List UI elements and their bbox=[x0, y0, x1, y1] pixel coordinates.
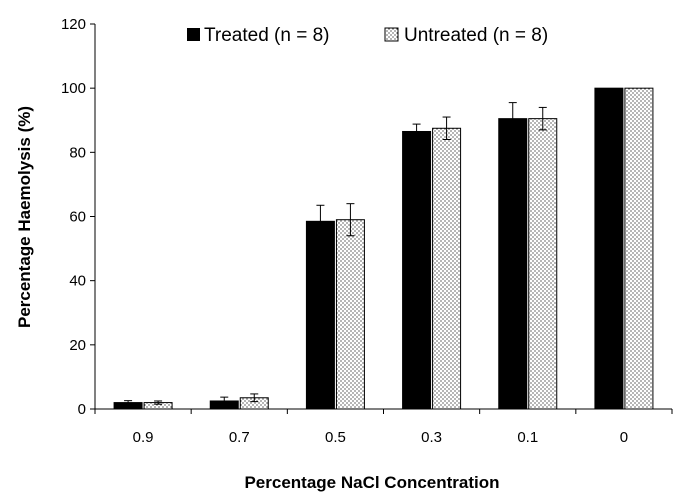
x-axis-title: Percentage NaCl Concentration bbox=[244, 473, 499, 492]
legend-label-untreated: Untreated (n = 8) bbox=[404, 25, 548, 46]
y-tick-label: 80 bbox=[69, 144, 86, 161]
bar-treated bbox=[305, 220, 335, 410]
legend-label-treated: Treated (n = 8) bbox=[204, 25, 330, 46]
legend: Treated (n = 8) Untreated (n = 8) bbox=[187, 25, 548, 46]
y-tick-label: 60 bbox=[69, 209, 86, 226]
y-axis-title: Percentage Haemolysis (%) bbox=[15, 106, 34, 328]
legend-swatch-untreated bbox=[384, 27, 399, 42]
x-tick-label: 0.9 bbox=[133, 429, 154, 446]
y-tick-label: 40 bbox=[69, 273, 86, 290]
y-tick-label: 20 bbox=[69, 337, 86, 354]
legend-swatch-treated bbox=[187, 28, 200, 41]
x-tick-label: 0.1 bbox=[517, 429, 538, 446]
plot-area: 0 20 40 60 80 100 120 0.9 0.7 0.5 0.3 0.1 0 bbox=[61, 16, 673, 446]
x-tick-label: 0.5 bbox=[325, 429, 346, 446]
bar-untreated bbox=[528, 118, 558, 410]
x-tick-label: 0.7 bbox=[229, 429, 250, 446]
bar-treated bbox=[402, 130, 432, 410]
x-tick-label: 0.3 bbox=[421, 429, 442, 446]
y-tick-label: 100 bbox=[61, 80, 86, 97]
bar-treated bbox=[498, 118, 528, 410]
bar-untreated bbox=[624, 87, 654, 410]
y-tick-label: 0 bbox=[78, 401, 86, 418]
y-tick-label: 120 bbox=[61, 16, 86, 33]
bar-untreated bbox=[432, 127, 462, 410]
bar-treated bbox=[594, 87, 624, 410]
bar-untreated bbox=[335, 219, 365, 410]
x-tick-label: 0 bbox=[620, 429, 628, 446]
